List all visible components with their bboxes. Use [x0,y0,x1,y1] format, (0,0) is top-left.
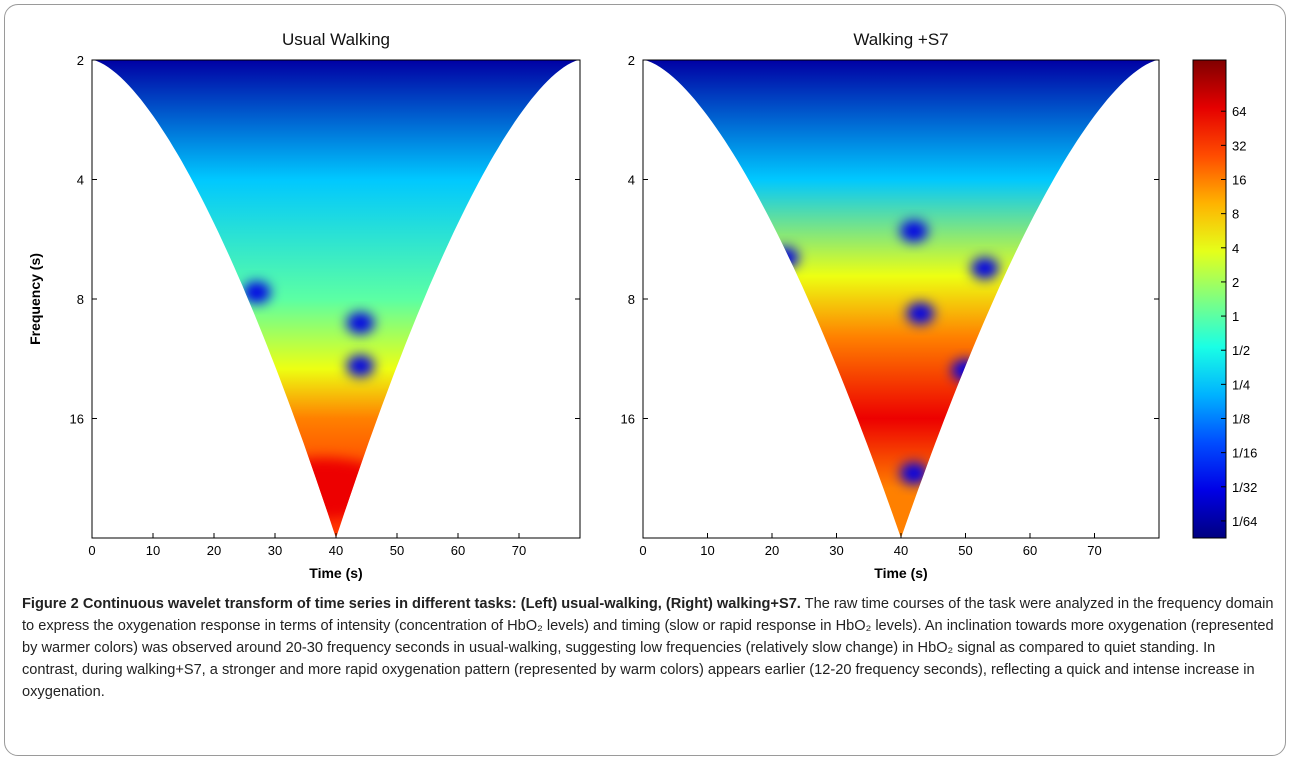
x-tick-label: 40 [894,543,908,558]
x-tick-label: 40 [329,543,343,558]
colorbar-label: 1/32 [1232,480,1257,495]
low-power-spot [693,196,722,219]
y-tick-label: 4 [628,173,635,188]
left-plot-title: Usual Walking [281,30,391,49]
x-tick-label: 20 [765,543,779,558]
x-tick-label: 0 [88,543,95,558]
x-tick-label: 0 [639,543,646,558]
x-tick-label: 50 [958,543,972,558]
y-tick-label: 8 [77,292,84,307]
wavelet-field-left [92,60,580,538]
x-axis-label: Time (s) [874,565,927,581]
y-tick-label: 2 [628,53,635,68]
colorbar-label: 1/64 [1232,514,1257,529]
y-tick-label: 8 [628,292,635,307]
caption-body: The raw time courses of the task were an… [22,596,1274,700]
x-tick-label: 10 [146,543,160,558]
wavelet-field-right [643,60,1159,538]
x-tick-label: 60 [1023,543,1037,558]
x-axis-label: Time (s) [309,565,362,581]
x-tick-label: 60 [451,543,465,558]
low-power-spot [1093,210,1122,233]
y-tick-label: 16 [70,412,84,427]
low-power-spot [346,312,375,335]
colorbar-label: 16 [1232,173,1246,188]
y-axis-label: Frequency (s) [27,253,43,345]
low-power-spot [139,249,167,272]
x-tick-label: 10 [700,543,714,558]
colorbar [1192,59,1227,539]
y-tick-label: 16 [621,412,635,427]
colorbar-label: 4 [1232,241,1239,256]
x-tick-label: 70 [1087,543,1101,558]
peak-power-region [253,458,394,519]
colorbar-label: 8 [1232,207,1239,222]
low-power-spot [906,302,935,325]
x-tick-label: 30 [268,543,282,558]
low-power-spot [970,257,999,280]
colorbar-label: 2 [1232,275,1239,290]
x-tick-label: 50 [390,543,404,558]
right-plot-title: Walking +S7 [853,30,949,49]
caption-heading: Figure 2 Continuous wavelet transform of… [22,596,801,612]
y-tick-label: 4 [77,173,84,188]
colorbar-label: 1 [1232,309,1239,324]
x-tick-label: 30 [829,543,843,558]
low-power-spot [693,235,722,258]
colorbar-label: 1/16 [1232,446,1257,461]
low-power-spot [462,331,491,354]
x-tick-label: 70 [512,543,526,558]
colorbar-label: 64 [1232,104,1246,119]
figure-caption: Figure 2 Continuous wavelet transform of… [22,593,1274,703]
x-tick-label: 20 [207,543,221,558]
low-power-spot [770,246,799,269]
low-power-spot [899,462,928,485]
y-tick-label: 2 [77,53,84,68]
colorbar-label: 1/8 [1232,412,1250,427]
low-power-spot [346,355,375,378]
low-power-spot [738,352,767,375]
colorbar-label: 1/4 [1232,377,1250,392]
low-power-spot [899,220,928,243]
colorbar-label: 32 [1232,138,1246,153]
colorbar-label: 1/2 [1232,343,1250,358]
low-power-spot [951,359,980,382]
figure-frame [4,4,1286,756]
low-power-spot [242,281,271,304]
